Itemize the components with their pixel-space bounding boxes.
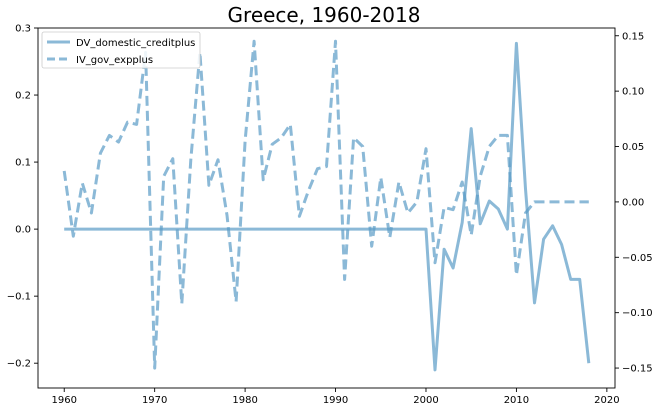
y-right-tick-label: 0.10 xyxy=(622,87,644,98)
series-line-dv-domestic-creditplus xyxy=(64,41,591,372)
x-tick-label: 1980 xyxy=(232,395,257,406)
right-y-axis: −0.15 −0.10 −0.05 0.00 0.05 0.10 0.15 xyxy=(615,31,653,375)
y-right-tick-label: 0.15 xyxy=(622,31,644,42)
series-line-iv-gov-expplus xyxy=(62,39,589,370)
x-tick-label: 2020 xyxy=(594,395,619,406)
chart-title: Greece, 1960-2018 xyxy=(228,3,421,27)
y-left-tick-label: 0.0 xyxy=(15,225,31,236)
y-left-tick-label: −0.1 xyxy=(7,292,31,303)
legend-box xyxy=(41,31,201,69)
x-axis: 1960 1970 1980 1990 2000 2010 2020 xyxy=(52,388,620,406)
y-right-tick-label: 0.05 xyxy=(622,142,644,153)
y-left-tick-label: 0.3 xyxy=(15,24,31,35)
x-tick-label: 2010 xyxy=(504,395,529,406)
legend-label-iv-gov-expplus: IV_gov_expplus xyxy=(76,55,153,66)
y-left-tick-label: 0.2 xyxy=(15,91,31,102)
y-right-tick-label: −0.10 xyxy=(622,308,653,319)
x-tick-label: 1990 xyxy=(323,395,348,406)
series-layer xyxy=(62,39,591,372)
x-tick-label: 1970 xyxy=(142,395,167,406)
y-left-tick-label: 0.1 xyxy=(15,158,31,169)
y-right-tick-label: 0.00 xyxy=(622,197,644,208)
legend-label-dv-domestic-creditplus: DV_domestic_creditplus xyxy=(76,38,195,49)
left-y-axis: −0.2 −0.1 0.0 0.1 0.2 0.3 xyxy=(7,24,38,370)
y-right-tick-label: −0.05 xyxy=(622,253,653,264)
y-left-tick-label: −0.2 xyxy=(7,359,31,370)
legend: DV_domestic_creditplus IV_gov_expplus xyxy=(41,31,201,69)
y-right-tick-label: −0.15 xyxy=(622,364,653,375)
x-tick-label: 2000 xyxy=(413,395,438,406)
x-tick-label: 1960 xyxy=(52,395,77,406)
